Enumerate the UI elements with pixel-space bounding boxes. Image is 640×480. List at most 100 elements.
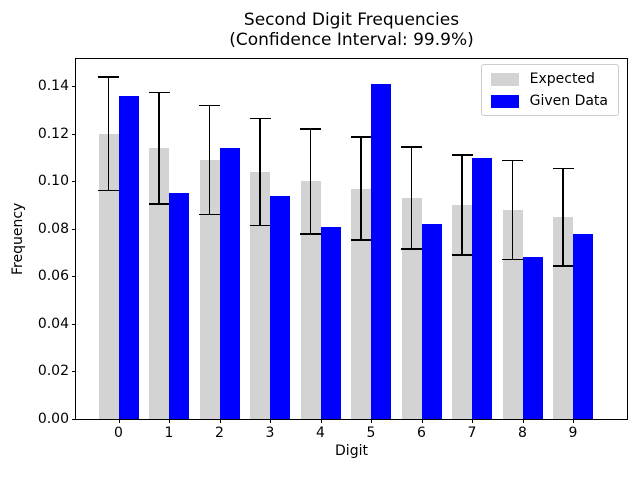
expected-bar <box>149 148 169 419</box>
error-bar-cap <box>148 202 170 205</box>
error-bar-line <box>208 105 211 215</box>
error-bar-line <box>562 168 564 266</box>
x-tick <box>371 419 372 423</box>
given-data-bar <box>371 83 391 419</box>
x-tick-label: 3 <box>265 425 275 441</box>
legend-label: Given Data <box>529 93 608 109</box>
y-tick-label: 0.04 <box>37 315 69 332</box>
error-bar-cap <box>552 264 574 267</box>
error-bar-cap <box>350 239 372 241</box>
x-tick-label: 9 <box>568 425 578 441</box>
error-bar-cap <box>502 159 523 162</box>
given-data-bar <box>118 95 139 419</box>
legend-swatch <box>490 72 519 86</box>
y-tick-label: 0.00 <box>37 411 69 427</box>
y-tick <box>72 181 76 183</box>
given-data-bar <box>270 195 290 419</box>
given-data-bar <box>219 148 240 419</box>
error-bar-cap <box>148 91 170 94</box>
y-tick-label: 0.02 <box>37 363 69 380</box>
y-axis-label: Frequency <box>10 202 26 276</box>
error-bar-cap <box>451 254 473 257</box>
chart-title-line1: Second Digit Frequencies <box>243 10 460 30</box>
legend-item: Given Data <box>490 93 608 109</box>
y-tick-label: 0.14 <box>37 78 69 95</box>
error-bar-line <box>158 92 160 204</box>
error-bar-cap <box>502 258 523 261</box>
given-data-bar <box>472 157 492 419</box>
error-bar-line <box>461 155 463 256</box>
y-tick <box>72 228 76 230</box>
y-tick <box>72 419 76 420</box>
error-bar-line <box>360 136 362 241</box>
error-bar-line <box>511 160 514 260</box>
error-bar-line <box>410 147 413 249</box>
x-tick-label: 7 <box>467 425 477 441</box>
given-data-bar <box>421 224 442 419</box>
legend-label: Expected <box>529 71 595 87</box>
x-tick-label: 8 <box>518 425 527 441</box>
expected-bar <box>351 188 371 419</box>
expected-bar <box>300 181 321 419</box>
expected-bar <box>452 205 472 419</box>
x-tick <box>118 419 120 423</box>
x-axis-label: Digit <box>335 443 368 459</box>
expected-bar <box>553 217 573 419</box>
error-bar-line <box>107 77 110 191</box>
plot-area: Expected Given Data 0.00 0.02 0.04 0.06 0.08 0… <box>38 58 628 441</box>
chart-title-line2: (Confidence Interval: 99.9%) <box>229 30 474 50</box>
expected-bar <box>199 160 220 419</box>
x-tick-label: 6 <box>417 425 426 441</box>
y-tick <box>72 371 76 373</box>
y-tick <box>72 323 76 325</box>
y-tick <box>72 86 76 88</box>
legend-swatch <box>490 94 519 108</box>
y-tick <box>72 133 76 135</box>
error-bar-cap <box>451 154 473 156</box>
x-tick <box>219 419 221 423</box>
error-bar-cap <box>98 189 119 192</box>
given-data-bar <box>522 257 543 419</box>
x-tick-label: 4 <box>316 425 325 441</box>
x-tick-label: 1 <box>164 425 174 441</box>
error-bar-cap <box>249 117 271 120</box>
chart-title: Second Digit Frequencies (Confidence Int… <box>75 10 628 50</box>
error-bar-cap <box>98 76 119 78</box>
given-data-bar <box>169 193 189 419</box>
x-tick-label: 2 <box>215 425 224 441</box>
given-data-bar <box>573 233 593 419</box>
y-tick-label: 0.08 <box>37 220 69 237</box>
x-tick <box>320 419 322 423</box>
error-bar-cap <box>199 213 220 216</box>
error-bar-cap <box>401 248 422 250</box>
x-tick-label: 0 <box>114 425 123 441</box>
x-tick <box>472 419 473 423</box>
expected-bar <box>98 133 119 419</box>
error-bar-cap <box>249 224 271 227</box>
error-bar-cap <box>300 233 321 235</box>
y-tick <box>72 276 76 278</box>
x-tick <box>270 419 271 423</box>
legend: Expected Given Data <box>480 64 619 116</box>
x-tick <box>169 419 170 423</box>
x-tick <box>522 419 524 423</box>
y-tick-label: 0.12 <box>37 125 69 142</box>
y-tick-label: 0.06 <box>37 268 69 285</box>
expected-bar <box>502 209 523 419</box>
error-bar-cap <box>350 136 372 138</box>
legend-item: Expected <box>490 71 608 87</box>
x-tick <box>421 419 423 423</box>
x-tick <box>573 419 574 423</box>
error-bar-cap <box>199 104 220 107</box>
error-bar-line <box>259 118 261 226</box>
y-tick-label: 0.10 <box>37 173 69 190</box>
expected-bar <box>250 171 270 419</box>
error-bar-line <box>309 128 312 234</box>
x-tick-label: 5 <box>366 425 376 441</box>
given-data-bar <box>320 226 341 419</box>
error-bar-cap <box>401 146 422 148</box>
error-bar-cap <box>300 128 321 130</box>
expected-bar <box>401 198 422 419</box>
error-bar-cap <box>552 167 574 170</box>
